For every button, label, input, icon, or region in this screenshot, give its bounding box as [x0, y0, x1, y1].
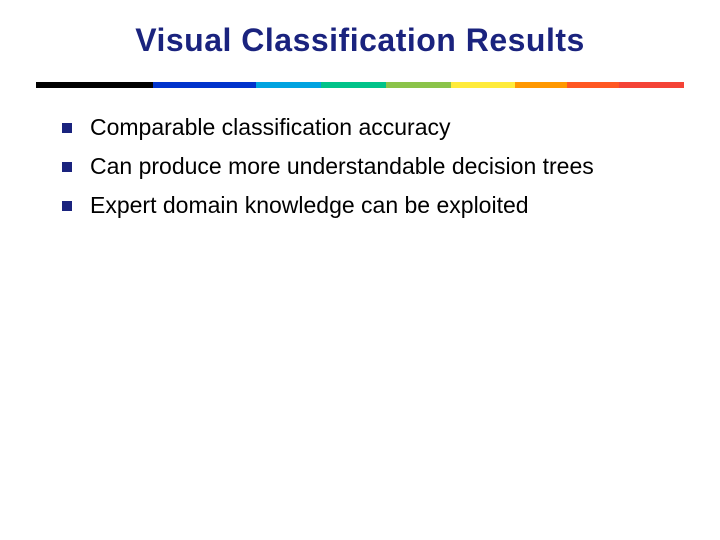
list-item: Can produce more understandable decision… — [62, 151, 680, 182]
slide: Visual Classification Results Comparable… — [0, 0, 720, 540]
list-item-text: Can produce more understandable decision… — [90, 151, 594, 182]
rainbow-divider — [36, 82, 684, 88]
square-bullet-icon — [62, 201, 72, 211]
divider-segment — [256, 82, 321, 88]
divider-segment — [515, 82, 567, 88]
slide-title: Visual Classification Results — [0, 22, 720, 59]
bullet-list: Comparable classification accuracy Can pr… — [62, 112, 680, 229]
divider-segment — [451, 82, 516, 88]
divider-segment — [386, 82, 451, 88]
square-bullet-icon — [62, 123, 72, 133]
divider-segment — [321, 82, 386, 88]
list-item-text: Comparable classification accuracy — [90, 112, 451, 143]
divider-segment — [36, 82, 153, 88]
list-item: Comparable classification accuracy — [62, 112, 680, 143]
list-item: Expert domain knowledge can be exploited — [62, 190, 680, 221]
divider-segment — [153, 82, 257, 88]
divider-segment — [619, 82, 684, 88]
square-bullet-icon — [62, 162, 72, 172]
divider-segment — [567, 82, 619, 88]
list-item-text: Expert domain knowledge can be exploited — [90, 190, 529, 221]
